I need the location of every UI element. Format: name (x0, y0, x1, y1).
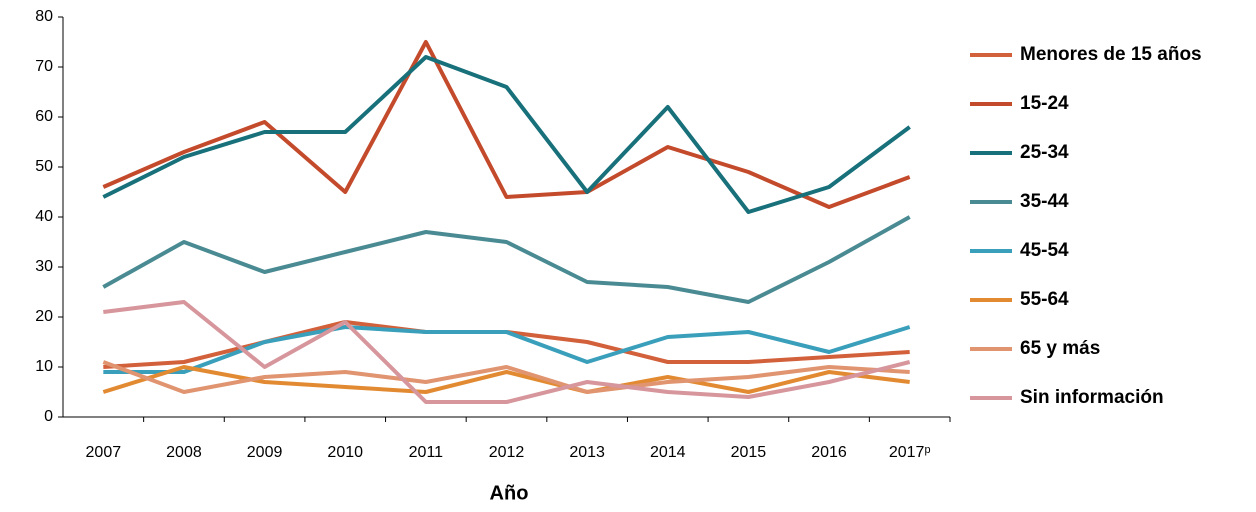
y-tick-label: 10 (35, 358, 53, 375)
line-series (102, 360, 910, 394)
line-series (102, 55, 911, 214)
y-tick-label: 70 (35, 58, 53, 75)
y-tick-label: 30 (35, 258, 53, 275)
line-series (103, 300, 911, 404)
x-tick-label: 2016 (811, 444, 847, 461)
x-tick-label: 2011 (409, 444, 444, 461)
x-tick-label: 2013 (569, 444, 605, 461)
line-series (102, 215, 911, 304)
x-tick-label: 2015 (731, 444, 767, 461)
line-series (103, 325, 911, 374)
x-tick-label: 2014 (650, 444, 686, 461)
legend-label: Menores de 15 años (1020, 44, 1202, 65)
x-axis-label: Año (490, 482, 529, 504)
legend-label: 25-34 (1020, 142, 1069, 163)
legend-label: 65 y más (1020, 338, 1100, 359)
y-tick-label: 20 (35, 308, 53, 325)
x-tick-label: 2017ᵖ (889, 444, 931, 461)
y-tick-label: 80 (35, 8, 53, 25)
x-tick-label: 2007 (86, 444, 122, 461)
x-tick-label: 2009 (247, 444, 283, 461)
x-tick-label: 2010 (327, 444, 363, 461)
line-series (102, 365, 910, 394)
y-tick-label: 60 (35, 108, 53, 125)
legend-label: 55-64 (1020, 289, 1069, 310)
x-tick-label: 2012 (489, 444, 525, 461)
legend-label: 45-54 (1020, 240, 1069, 261)
legend-label: Sin información (1020, 387, 1164, 408)
legend-label: 35-44 (1020, 191, 1069, 212)
x-tick-label: 2008 (166, 444, 202, 461)
line-series (103, 320, 910, 369)
y-tick-label: 40 (35, 208, 53, 225)
line-series (102, 40, 911, 209)
y-tick-label: 50 (35, 158, 53, 175)
legend-label: 15-24 (1020, 93, 1069, 114)
y-tick-label: 0 (44, 408, 53, 425)
